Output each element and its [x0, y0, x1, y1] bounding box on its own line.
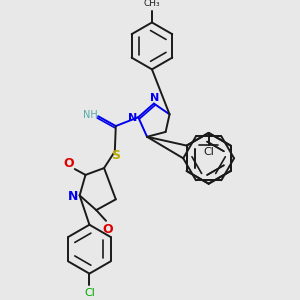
Text: CH₃: CH₃ [144, 0, 160, 8]
Text: Cl: Cl [203, 147, 214, 158]
Text: O: O [64, 157, 74, 170]
Text: N: N [68, 190, 78, 203]
Text: Cl: Cl [84, 288, 95, 298]
Text: S: S [111, 149, 120, 162]
Text: O: O [103, 223, 113, 236]
Text: NH: NH [83, 110, 98, 120]
Text: N: N [150, 93, 160, 103]
Text: N: N [128, 113, 137, 123]
